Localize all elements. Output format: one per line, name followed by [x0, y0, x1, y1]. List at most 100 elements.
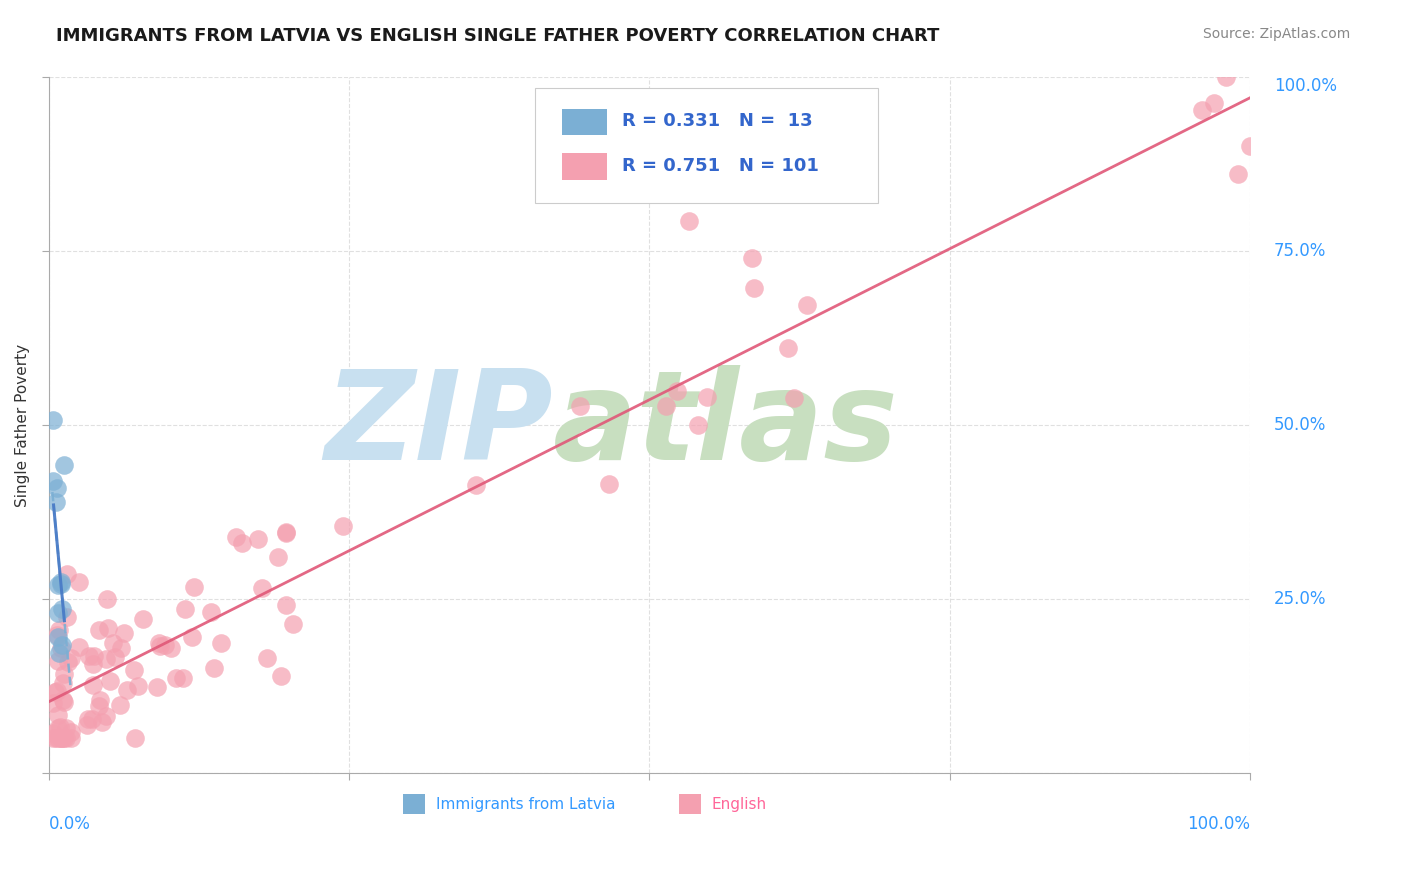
Point	[45, 481, 67, 495]
Text: 100.0%: 100.0%	[1187, 815, 1250, 833]
Point	[108, 698, 131, 712]
Point	[52, 731, 75, 746]
Point	[127, 679, 149, 693]
Point	[46, 654, 69, 668]
Point	[52, 676, 75, 690]
Text: R = 0.331   N =  13: R = 0.331 N = 13	[621, 112, 813, 130]
Point	[202, 661, 225, 675]
Point	[58, 655, 80, 669]
Bar	[561, 109, 607, 136]
Point	[45, 495, 67, 509]
Point	[250, 581, 273, 595]
Y-axis label: Single Father Poverty: Single Father Poverty	[15, 343, 30, 507]
Bar	[404, 794, 425, 814]
Point	[48, 606, 70, 620]
Text: IMMIGRANTS FROM LATVIA VS ENGLISH SINGLE FATHER POVERTY CORRELATION CHART: IMMIGRANTS FROM LATVIA VS ENGLISH SINGLE…	[56, 27, 939, 45]
Point	[270, 668, 292, 682]
Point	[42, 413, 65, 427]
Point	[146, 680, 169, 694]
Point	[97, 621, 120, 635]
Point	[104, 649, 127, 664]
Point	[46, 721, 69, 735]
Point	[225, 530, 247, 544]
Point	[122, 663, 145, 677]
Point	[112, 626, 135, 640]
Point	[49, 575, 72, 590]
Point	[55, 567, 77, 582]
Text: 100.0%: 100.0%	[1274, 78, 1337, 95]
Point	[82, 678, 104, 692]
Point	[686, 417, 709, 432]
Text: 75.0%: 75.0%	[1274, 243, 1326, 260]
Point	[209, 636, 232, 650]
Point	[87, 623, 110, 637]
Point	[115, 682, 138, 697]
Text: R = 0.751   N = 101: R = 0.751 N = 101	[621, 157, 818, 175]
Point	[55, 731, 77, 746]
Point	[51, 638, 73, 652]
FancyBboxPatch shape	[536, 88, 877, 202]
Point	[77, 648, 100, 663]
Point	[155, 638, 177, 652]
Point	[53, 667, 76, 681]
Point	[598, 476, 620, 491]
Point	[76, 713, 98, 727]
Point	[174, 601, 197, 615]
Point	[246, 532, 269, 546]
Text: 50.0%: 50.0%	[1274, 417, 1326, 434]
Point	[45, 627, 67, 641]
Point	[42, 726, 65, 740]
Point	[783, 391, 806, 405]
Point	[45, 684, 67, 698]
Point	[82, 712, 104, 726]
Point	[59, 651, 82, 665]
Point	[49, 576, 72, 591]
Point	[48, 578, 70, 592]
Point	[53, 458, 76, 472]
Point	[464, 478, 486, 492]
Point	[76, 717, 98, 731]
Point	[82, 657, 104, 672]
Point	[181, 630, 204, 644]
Point	[568, 399, 591, 413]
Point	[1215, 70, 1237, 85]
Point	[101, 636, 124, 650]
Point	[274, 525, 297, 540]
Point	[55, 721, 77, 735]
Point	[696, 390, 718, 404]
Point	[46, 630, 69, 644]
Point	[60, 725, 83, 739]
Point	[59, 731, 82, 746]
Bar	[561, 153, 607, 179]
Point	[281, 617, 304, 632]
Point	[83, 649, 105, 664]
Point	[51, 602, 73, 616]
Point	[87, 699, 110, 714]
Point	[67, 574, 90, 589]
Point	[256, 651, 278, 665]
Point	[49, 731, 72, 746]
Point	[52, 695, 75, 709]
Point	[48, 623, 70, 637]
Point	[266, 549, 288, 564]
Point	[67, 640, 90, 655]
Point	[51, 731, 73, 746]
Point	[231, 536, 253, 550]
Point	[42, 474, 65, 488]
Point	[678, 214, 700, 228]
Point	[274, 599, 297, 613]
Point	[49, 720, 72, 734]
Point	[741, 252, 763, 266]
Point	[332, 519, 354, 533]
Point	[45, 731, 67, 746]
Point	[742, 281, 765, 295]
Point	[160, 640, 183, 655]
Point	[46, 731, 69, 746]
Point	[46, 708, 69, 723]
Point	[42, 696, 65, 710]
Text: 0.0%: 0.0%	[49, 815, 90, 833]
Point	[1202, 96, 1225, 111]
Text: English: English	[711, 797, 766, 812]
Point	[274, 526, 297, 541]
Text: Immigrants from Latvia: Immigrants from Latvia	[436, 797, 614, 812]
